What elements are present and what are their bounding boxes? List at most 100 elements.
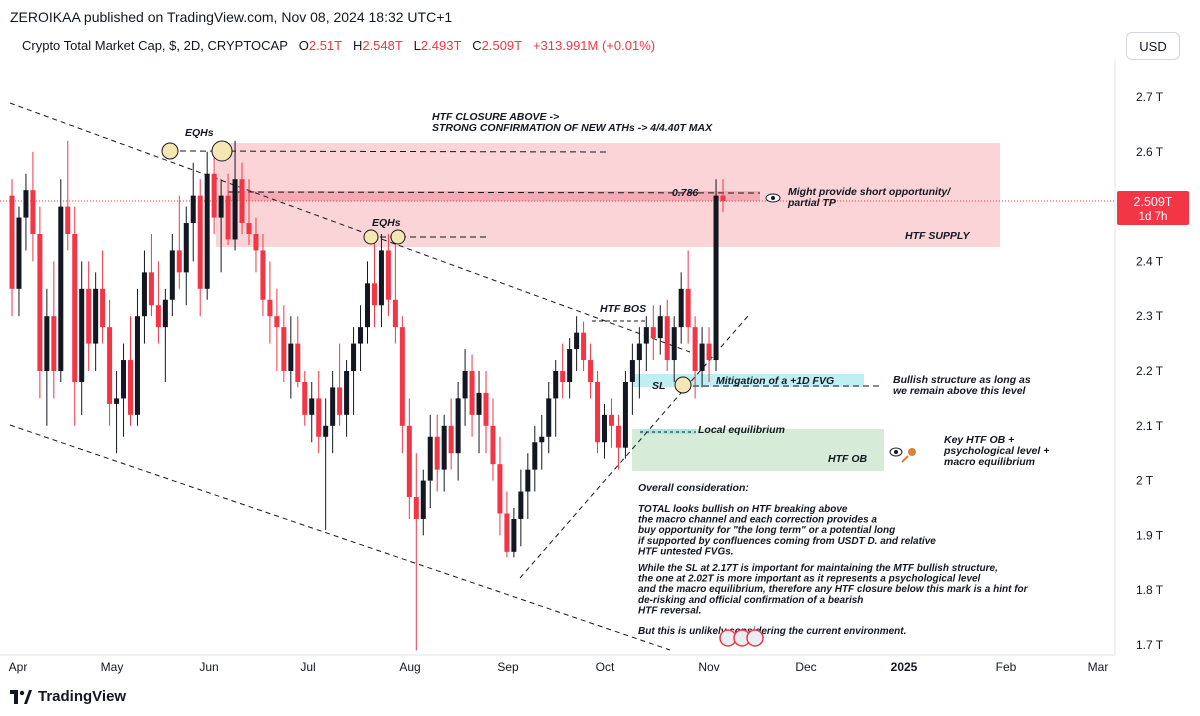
candle-up xyxy=(364,283,371,328)
candle-up xyxy=(567,349,573,382)
eqh-marker xyxy=(363,229,379,245)
price-tick-label: 2 T xyxy=(1136,474,1154,488)
fib-786-zone xyxy=(228,191,760,201)
candle-up xyxy=(378,250,384,306)
eqhs-level-line xyxy=(169,150,611,153)
low-label: L xyxy=(413,38,421,53)
candle-down xyxy=(197,195,203,289)
sl-label: SL xyxy=(652,380,665,392)
time-tick-label: Jun xyxy=(199,660,218,674)
bullish-structure-line-1: Bullish structure as long as xyxy=(893,374,1031,386)
candle-down xyxy=(274,316,280,328)
candle-up xyxy=(330,387,336,426)
key-ob-line-3: macro equilibrium xyxy=(944,456,1035,468)
candle-up xyxy=(511,518,517,552)
candle-up xyxy=(351,343,357,371)
candle-up xyxy=(518,491,524,519)
eye-icon xyxy=(765,193,781,203)
candle-up xyxy=(190,195,196,224)
htf-bos-label: HTF BOS xyxy=(600,303,646,315)
time-tick-label: Apr xyxy=(9,660,28,674)
htf-closure-line-2: STRONG CONFIRMATION OF NEW ATHs -> 4/4.4… xyxy=(432,122,713,134)
price-tick-label: 2.4 T xyxy=(1136,254,1164,268)
closing-note: But this is unlikely considering the cur… xyxy=(638,626,906,637)
price-tick-label: 1.9 T xyxy=(1136,528,1164,542)
candle-down xyxy=(72,234,78,382)
candle-up xyxy=(114,398,120,404)
time-tick-label: Mar xyxy=(1088,660,1109,674)
candle-down xyxy=(399,327,405,426)
candle-up xyxy=(713,195,719,361)
candle-up xyxy=(678,288,684,328)
candle-up xyxy=(636,343,642,361)
candle-up xyxy=(23,190,29,218)
candle-down xyxy=(302,381,308,415)
candle-down xyxy=(413,497,419,519)
event-icons xyxy=(719,629,764,647)
candle-up xyxy=(525,469,531,492)
mitigation-label: Mitigation of a +1D FVG xyxy=(716,375,834,387)
last-price-tag: 2.509T 1d 7h xyxy=(1117,191,1189,225)
candle-up xyxy=(441,425,447,470)
eqh-marker xyxy=(161,142,179,160)
tradingview-footer: TradingView xyxy=(10,688,126,705)
candle-up xyxy=(232,179,238,240)
candle-down xyxy=(37,234,43,371)
open-value: 2.51T xyxy=(308,38,343,53)
candle-up xyxy=(16,217,22,289)
candle-down xyxy=(588,360,594,382)
flag-icon[interactable] xyxy=(746,629,764,647)
candle-down xyxy=(127,360,134,415)
candle-down xyxy=(316,398,322,437)
price-tick-label: 2.6 T xyxy=(1136,145,1164,159)
candle-down xyxy=(107,327,113,404)
candle-down xyxy=(176,250,182,273)
candle-down xyxy=(260,250,266,300)
publisher-line: ZEROIKAA published on TradingView.com, N… xyxy=(10,9,453,25)
price-axis[interactable]: 2.7 T2.6 T2.5 T2.4 T2.3 T2.2 T2.1 T2 T1.… xyxy=(1136,90,1164,652)
candle-up xyxy=(183,223,189,273)
candle-down xyxy=(706,343,712,361)
candle-down xyxy=(281,327,287,371)
candle-up xyxy=(141,272,147,317)
candle-down xyxy=(100,288,106,328)
candle-down xyxy=(434,436,440,470)
candle-up xyxy=(455,398,461,454)
candle-up xyxy=(546,398,552,437)
fib-786-line xyxy=(227,191,761,194)
candle-up xyxy=(462,371,468,399)
candle-up xyxy=(574,332,580,350)
time-axis[interactable]: Apr May Jun Jul Aug Sep Oct Nov Dec 2025 Feb Mar xyxy=(9,660,1109,674)
candle-up xyxy=(309,398,315,415)
para1-line: TOTAL looks bullish on HTF breaking abov… xyxy=(638,504,848,515)
low-value: 2.493T xyxy=(420,38,462,53)
candle-down xyxy=(51,316,57,371)
high-label: H xyxy=(352,38,363,53)
para1-line: if supported by confluences coming from … xyxy=(638,536,936,547)
price-tick-label: 2.7 T xyxy=(1136,90,1164,104)
candle-up xyxy=(643,327,649,344)
candle-down xyxy=(720,195,726,202)
para2-line: HTF reversal. xyxy=(638,605,701,616)
para1-line: buy opportunity for "the long term" or a… xyxy=(638,525,895,536)
open-label: O xyxy=(298,38,309,53)
candle-down xyxy=(469,371,475,415)
time-tick-label: 2025 xyxy=(891,660,918,674)
candle-up xyxy=(93,288,99,344)
para1-line: HTF untested FVGs. xyxy=(638,546,734,557)
candle-down xyxy=(337,387,343,415)
currency-button[interactable]: USD xyxy=(1126,32,1180,60)
candle-up xyxy=(58,206,64,371)
candle-up xyxy=(44,316,50,371)
candle-up xyxy=(323,425,329,437)
candle-down xyxy=(148,272,154,306)
candle-up xyxy=(344,371,350,415)
tradingview-logo-icon xyxy=(10,689,32,704)
time-tick-label: Dec xyxy=(795,660,816,674)
eqh-marker xyxy=(390,229,406,245)
candle-down xyxy=(608,414,614,426)
candle-down xyxy=(581,332,587,361)
symbol-name[interactable]: Crypto Total Market Cap, $, 2D, CRYPTOCA… xyxy=(22,38,288,53)
candle-down xyxy=(595,381,601,443)
